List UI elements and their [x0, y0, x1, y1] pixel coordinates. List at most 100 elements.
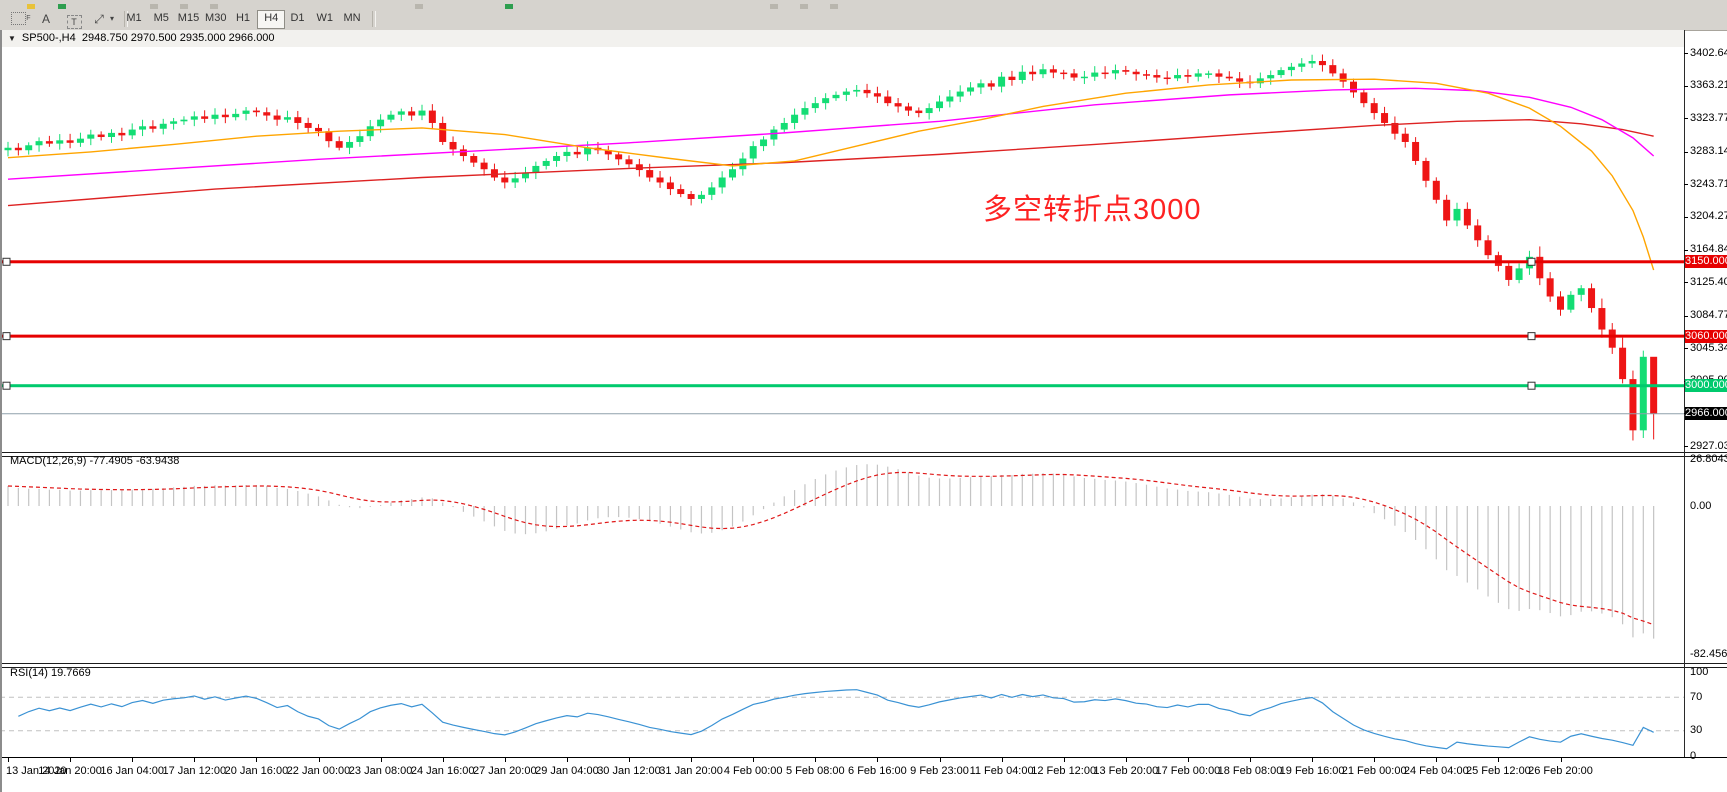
time-axis-tick-mark — [504, 757, 506, 762]
time-axis-tick-mark — [939, 757, 941, 762]
candle-bearish — [480, 162, 488, 170]
timeframe-button-M5[interactable]: M5 — [153, 12, 169, 24]
candle-bearish — [439, 122, 447, 142]
price-axis-tick-mark — [1684, 315, 1688, 317]
candle-bearish — [873, 93, 881, 97]
candle-bearish — [1401, 133, 1409, 142]
candle-bullish — [749, 146, 757, 159]
chart-caret-icon[interactable]: ▼ — [8, 34, 16, 43]
candle-bullish — [1308, 61, 1316, 64]
candle-bullish — [1256, 78, 1264, 84]
candle-bearish — [118, 132, 126, 136]
candle-bearish — [1060, 72, 1068, 75]
crosshair-grid-icon[interactable]: F — [6, 10, 31, 28]
candle-bullish — [397, 111, 405, 115]
timeframe-button-H1[interactable]: H1 — [235, 12, 251, 24]
text-box-icon[interactable]: T — [62, 10, 86, 29]
timeframe-button-D1[interactable]: D1 — [290, 12, 305, 24]
time-axis-tick-mark — [815, 757, 817, 762]
candle-bearish — [1225, 76, 1233, 79]
time-axis-label: 29 Jan 04:00 — [535, 765, 599, 777]
candle-bullish — [232, 113, 240, 118]
candle-bearish — [97, 134, 105, 138]
time-axis-tick-mark — [1498, 757, 1500, 762]
timeframe-button-MN[interactable]: MN — [343, 12, 361, 24]
candle-bullish — [977, 83, 985, 88]
price-axis-tick: 3164.840 — [1690, 243, 1727, 256]
hline-handle[interactable] — [2, 381, 11, 390]
text-a-icon[interactable]: A — [41, 12, 50, 26]
candle-bullish — [584, 147, 592, 155]
rsi-canvas[interactable] — [0, 668, 1684, 757]
candle-bullish — [925, 108, 933, 114]
time-axis-tick-mark — [1312, 757, 1314, 762]
main-chart-canvas[interactable] — [0, 47, 1684, 452]
candle-bullish — [1639, 356, 1647, 431]
time-axis-tick-mark — [380, 757, 382, 762]
timeframe-button-M30[interactable]: M30 — [205, 12, 227, 24]
time-axis-label: 25 Feb 12:00 — [1465, 765, 1531, 777]
hline-pivot-3000[interactable] — [0, 384, 1684, 388]
candle-bearish — [1029, 71, 1037, 75]
price-axis-tick: 2927.035 — [1690, 439, 1727, 452]
chart-annotation-text: 多空转折点3000 — [983, 194, 1202, 226]
rsi-axis-label: 30 — [1690, 724, 1703, 737]
clipped-toolbar-icon — [415, 4, 423, 9]
price-axis-tick: 3204.275 — [1690, 210, 1727, 223]
toolbar-separator — [372, 11, 376, 27]
candle-bearish — [45, 141, 53, 144]
hline-handle[interactable] — [2, 257, 11, 266]
candle-bearish — [1184, 75, 1192, 77]
timeframe-button-H4[interactable]: H4 — [257, 10, 286, 29]
candle-bearish — [904, 106, 912, 111]
time-axis-label: 9 Feb 23:00 — [910, 765, 969, 777]
candle-bullish — [1205, 73, 1213, 75]
candle-bullish — [377, 119, 385, 127]
price-tag-3150.000: 3150.000 — [1685, 255, 1727, 269]
draw-tools-icon[interactable]: ⤢ — [94, 12, 104, 26]
price-axis-tick: 3283.145 — [1690, 145, 1727, 158]
hline-resistance-3150[interactable] — [0, 260, 1684, 264]
time-axis-tick-mark — [629, 757, 630, 762]
timeframe-button-W1[interactable]: W1 — [316, 12, 334, 24]
price-tag-3000.000: 3000.000 — [1685, 379, 1727, 393]
time-axis-tick-mark — [691, 757, 693, 762]
candle-bearish — [1391, 122, 1399, 134]
candle-bullish — [35, 141, 43, 146]
candle-bullish — [356, 136, 364, 142]
timeframe-button-M1[interactable]: M1 — [126, 12, 142, 24]
candle-bullish — [1091, 72, 1099, 77]
hline-resistance-3060[interactable] — [0, 334, 1684, 338]
macd-canvas[interactable] — [0, 457, 1684, 663]
hline-handle[interactable] — [2, 332, 11, 341]
candle-bearish — [1432, 180, 1440, 200]
timeframe-button-M15[interactable]: M15 — [177, 12, 200, 24]
time-axis-label: 23 Jan 08:00 — [348, 765, 413, 777]
hline-handle[interactable] — [1527, 257, 1536, 266]
ma-magenta — [7, 87, 1655, 180]
candle-bearish — [1122, 70, 1130, 72]
time-axis-tick-mark — [1125, 757, 1127, 762]
candle-bearish — [1422, 160, 1430, 181]
time-axis-label: 24 Jan 16:00 — [410, 765, 475, 777]
toolbar: F A T ⤢ ▾ M1 M5 M15 M30 H1 H4 D1 W1 MN — [0, 9, 1727, 31]
time-axis-label: 19 Feb 16:00 — [1279, 765, 1345, 777]
candle-bullish — [1577, 288, 1585, 295]
candle-bullish — [956, 91, 964, 97]
hline-handle[interactable] — [1527, 332, 1536, 341]
candle-bearish — [273, 115, 281, 120]
candle-bearish — [408, 111, 416, 116]
macd-label: MACD(12,26,9) -77.4905 -63.9438 — [10, 455, 180, 467]
panel-divider[interactable] — [0, 663, 1727, 668]
hline-handle[interactable] — [1527, 381, 1536, 390]
candle-bearish — [635, 164, 643, 171]
candle-bullish — [418, 110, 426, 116]
candle-bullish — [87, 134, 95, 139]
candle-bullish — [729, 169, 736, 178]
candle-bearish — [335, 141, 343, 148]
panel-divider[interactable] — [0, 452, 1727, 457]
candle-bullish — [532, 165, 540, 173]
dropdown-caret-icon[interactable]: ▾ — [109, 14, 114, 23]
candle-bullish — [1298, 63, 1306, 67]
price-axis-tick-mark — [1684, 446, 1688, 447]
